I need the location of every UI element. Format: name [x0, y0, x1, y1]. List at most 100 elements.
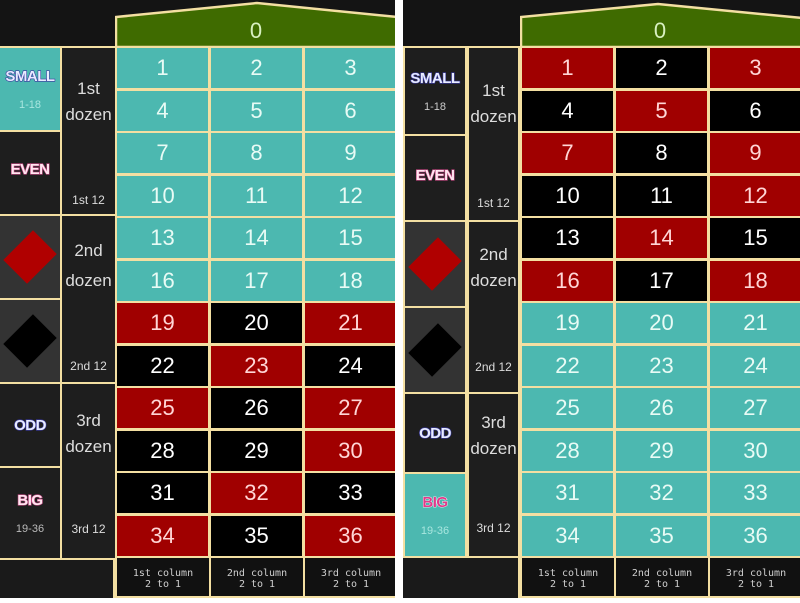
small-bet[interactable]: SMALL 1-18	[403, 46, 467, 136]
number-cell[interactable]: 8	[211, 133, 302, 173]
number-cell[interactable]: 22	[117, 345, 208, 386]
dozen-1-bet[interactable]: 1st dozen 1st 12	[60, 46, 117, 216]
number-cell[interactable]: 9	[710, 133, 800, 173]
number-cell[interactable]: 25	[522, 388, 613, 428]
number-cell[interactable]: 7	[522, 133, 613, 173]
number-cell[interactable]: 6	[305, 90, 395, 131]
red-bet[interactable]	[403, 220, 467, 308]
column-bet-3[interactable]: 3rd column 2 to 1	[708, 558, 800, 598]
number-cell[interactable]: 22	[522, 345, 613, 386]
number-cell[interactable]: 23	[616, 345, 707, 386]
number-cell[interactable]: 15	[305, 218, 395, 258]
number-cell[interactable]: 18	[305, 260, 395, 301]
number-cell[interactable]: 32	[616, 473, 707, 513]
number-cell[interactable]: 12	[710, 175, 800, 216]
number-cell[interactable]: 3	[710, 48, 800, 88]
number-cell[interactable]: 14	[211, 218, 302, 258]
column-bet-3[interactable]: 3rd column 2 to 1	[303, 558, 395, 598]
column-bet-2[interactable]: 2nd column 2 to 1	[614, 558, 710, 598]
number-cell[interactable]: 27	[710, 388, 800, 428]
small-bet[interactable]: SMALL 1-18	[0, 46, 62, 132]
number-cell[interactable]: 35	[616, 515, 707, 556]
number-cell[interactable]: 29	[616, 430, 707, 471]
red-bet[interactable]	[0, 214, 62, 300]
dozen-1-bet[interactable]: 1st dozen 1st 12	[467, 46, 520, 222]
number-cell[interactable]: 1	[117, 48, 208, 88]
number-cell[interactable]: 16	[522, 260, 613, 301]
number-cell[interactable]: 26	[211, 388, 302, 428]
column-bet-payout: 2 to 1	[238, 579, 276, 590]
number-cell[interactable]: 11	[616, 175, 707, 216]
number-cell[interactable]: 13	[117, 218, 208, 258]
number-cell[interactable]: 5	[616, 90, 707, 131]
number-cell[interactable]: 14	[616, 218, 707, 258]
number-cell[interactable]: 7	[117, 133, 208, 173]
even-bet[interactable]: EVEN	[0, 130, 62, 216]
number-cell[interactable]: 34	[522, 515, 613, 556]
odd-bet[interactable]: ODD	[403, 392, 467, 474]
number-cell[interactable]: 12	[305, 175, 395, 216]
number-cell[interactable]: 5	[211, 90, 302, 131]
number-cell[interactable]: 28	[117, 430, 208, 471]
number-cell[interactable]: 19	[117, 303, 208, 343]
number-cell[interactable]: 24	[305, 345, 395, 386]
number-cell[interactable]: 2	[616, 48, 707, 88]
number-cell[interactable]: 36	[710, 515, 800, 556]
even-label: EVEN	[10, 160, 51, 178]
dozen-3-bet[interactable]: 3rd dozen 3rd 12	[60, 382, 117, 560]
dozen-2-bet[interactable]: 2nd dozen 2nd 12	[467, 220, 520, 394]
number-cell[interactable]: 17	[211, 260, 302, 301]
number-cell[interactable]: 26	[616, 388, 707, 428]
dozen-2-bet[interactable]: 2nd dozen 2nd 12	[60, 214, 117, 384]
number-cell[interactable]: 27	[305, 388, 395, 428]
column-bet-1[interactable]: 1st column 2 to 1	[115, 558, 211, 598]
number-cell[interactable]: 21	[305, 303, 395, 343]
number-cell[interactable]: 33	[710, 473, 800, 513]
odd-bet[interactable]: ODD	[0, 382, 62, 468]
number-cell[interactable]: 11	[211, 175, 302, 216]
column-bet-2[interactable]: 2nd column 2 to 1	[209, 558, 305, 598]
number-cell[interactable]: 20	[616, 303, 707, 343]
number-cell[interactable]: 10	[117, 175, 208, 216]
number-cell[interactable]: 30	[305, 430, 395, 471]
number-cell[interactable]: 29	[211, 430, 302, 471]
number-cell[interactable]: 13	[522, 218, 613, 258]
number-cell[interactable]: 36	[305, 515, 395, 556]
number-cell[interactable]: 6	[710, 90, 800, 131]
number-cell[interactable]: 31	[522, 473, 613, 513]
number-cell[interactable]: 20	[211, 303, 302, 343]
number-cell[interactable]: 28	[522, 430, 613, 471]
number-cell[interactable]: 16	[117, 260, 208, 301]
dozen-1-label: 1st 12	[477, 196, 510, 210]
dozen-3-bet[interactable]: 3rd dozen 3rd 12	[467, 392, 520, 558]
number-cell[interactable]: 17	[616, 260, 707, 301]
number-cell[interactable]: 33	[305, 473, 395, 513]
number-cell[interactable]: 2	[211, 48, 302, 88]
number-cell[interactable]: 32	[211, 473, 302, 513]
number-cell[interactable]: 10	[522, 175, 613, 216]
number-cell[interactable]: 35	[211, 515, 302, 556]
number-cell[interactable]: 18	[710, 260, 800, 301]
small-label: SMALL	[5, 67, 56, 85]
number-cell[interactable]: 8	[616, 133, 707, 173]
number-cell[interactable]: 9	[305, 133, 395, 173]
number-cell[interactable]: 31	[117, 473, 208, 513]
number-cell[interactable]: 21	[710, 303, 800, 343]
number-cell[interactable]: 4	[522, 90, 613, 131]
number-cell[interactable]: 30	[710, 430, 800, 471]
number-cell[interactable]: 1	[522, 48, 613, 88]
number-cell[interactable]: 4	[117, 90, 208, 131]
black-bet[interactable]	[0, 298, 62, 384]
number-cell[interactable]: 25	[117, 388, 208, 428]
number-cell[interactable]: 24	[710, 345, 800, 386]
number-cell[interactable]: 3	[305, 48, 395, 88]
number-cell[interactable]: 19	[522, 303, 613, 343]
big-bet[interactable]: BIG 19-36	[403, 472, 467, 558]
even-bet[interactable]: EVEN	[403, 134, 467, 222]
number-cell[interactable]: 34	[117, 515, 208, 556]
number-cell[interactable]: 15	[710, 218, 800, 258]
black-bet[interactable]	[403, 306, 467, 394]
column-bet-1[interactable]: 1st column 2 to 1	[520, 558, 616, 598]
big-bet[interactable]: BIG 19-36	[0, 466, 62, 560]
number-cell[interactable]: 23	[211, 345, 302, 386]
